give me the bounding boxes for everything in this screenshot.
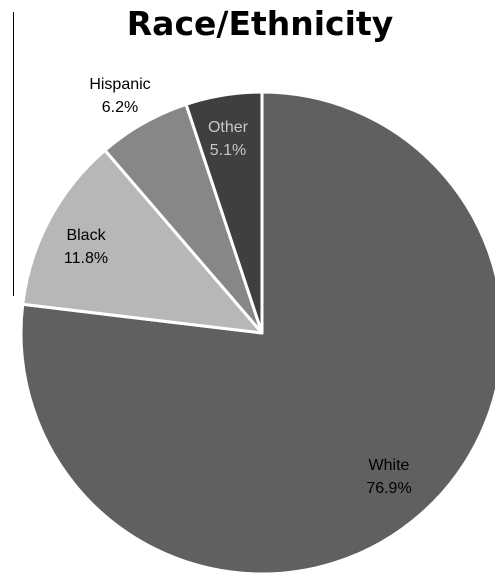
- pie-label-value-hispanic: 6.2%: [102, 99, 138, 116]
- pie-label-white: White 76.9%: [366, 457, 411, 497]
- pie-label-value-other: 5.1%: [210, 142, 246, 159]
- pie-label-category-hispanic: Hispanic: [89, 76, 150, 93]
- left-divider-line: [13, 12, 14, 296]
- pie-label-category-black: Black: [66, 227, 106, 244]
- pie-slice-black: [21, 148, 264, 335]
- pie-labels: White 76.9% Black 11.8% Hispanic 6.2% Other 5.1…: [64, 76, 412, 497]
- chart-title: Race/Ethnicity: [126, 4, 394, 43]
- pie-label-category-white: White: [369, 457, 410, 474]
- pie-label-value-white: 76.9%: [366, 480, 411, 497]
- pie-slice-other: [184, 90, 264, 335]
- pie-label-black: Black 11.8%: [64, 227, 108, 267]
- pie-label-other: Other 5.1%: [208, 119, 249, 159]
- pie-label-value-black: 11.8%: [64, 250, 108, 267]
- pie-slices: [19, 90, 495, 575]
- pie-label-hispanic: Hispanic 6.2%: [89, 76, 150, 116]
- pie-label-category-other: Other: [208, 119, 249, 136]
